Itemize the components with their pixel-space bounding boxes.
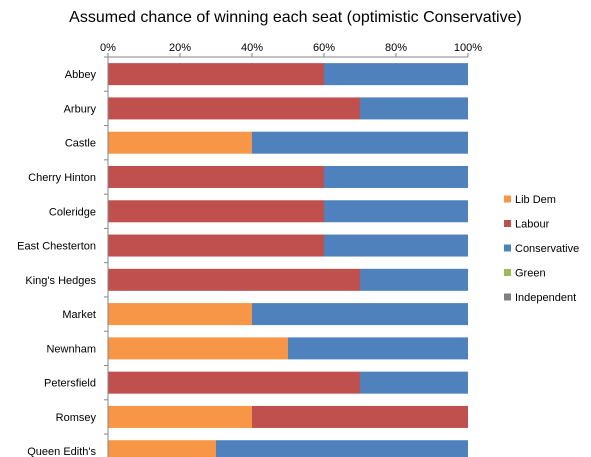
bar-segment-conservative: [324, 63, 468, 86]
bar-segment-conservative: [324, 234, 468, 257]
bar-segment-lib-dem: [108, 405, 252, 428]
bar-segment-labour: [108, 268, 360, 291]
bar-segment-labour: [108, 165, 324, 188]
x-tick-label: 100%: [454, 42, 482, 54]
legend-swatch: [504, 195, 511, 203]
x-tick-label: 60%: [313, 42, 335, 54]
bar-segment-conservative: [216, 440, 468, 457]
bar-segment-lib-dem: [108, 337, 288, 360]
bar-segment-labour: [108, 200, 324, 223]
bar-segment-labour: [108, 63, 324, 86]
legend-label: Independent: [515, 292, 576, 304]
chart-title: Assumed chance of winning each seat (opt…: [69, 9, 522, 26]
category-label: Queen Edith's: [27, 446, 96, 457]
bar-segment-conservative: [252, 303, 468, 326]
bar-segment-labour: [108, 371, 360, 394]
bar-segment-conservative: [324, 165, 468, 188]
x-tick-label: 0%: [100, 42, 116, 54]
category-label: Newnham: [46, 343, 96, 355]
x-tick-label: 40%: [241, 42, 263, 54]
category-label: Castle: [65, 138, 96, 150]
bar-segment-labour: [108, 97, 360, 120]
legend-label: Labour: [515, 219, 550, 231]
bar-segment-lib-dem: [108, 131, 252, 154]
bar-segment-labour: [252, 405, 468, 428]
category-label: Abbey: [65, 69, 97, 81]
category-label: Cherry Hinton: [28, 172, 96, 184]
category-label: King's Hedges: [25, 275, 96, 287]
bar-segment-labour: [108, 234, 324, 257]
category-label: East Chesterton: [17, 241, 96, 253]
category-label: Market: [62, 309, 96, 321]
legend-swatch: [504, 244, 511, 252]
bar-segment-conservative: [360, 97, 468, 120]
legend-swatch: [504, 220, 511, 227]
bar-segment-conservative: [252, 131, 468, 154]
legend-label: Green: [515, 268, 546, 280]
bar-segment-conservative: [360, 371, 468, 394]
bar-segment-lib-dem: [108, 303, 252, 326]
x-tick-label: 20%: [169, 42, 191, 54]
legend-label: Lib Dem: [515, 194, 556, 206]
legend-label: Conservative: [515, 243, 579, 255]
legend-swatch: [504, 269, 511, 276]
bar-segment-conservative: [360, 268, 468, 291]
category-label: Petersfield: [44, 378, 96, 390]
category-label: Romsey: [56, 412, 97, 424]
category-label: Coleridge: [49, 206, 96, 218]
category-label: Arbury: [64, 103, 97, 115]
legend-swatch: [504, 293, 511, 301]
bar-segment-conservative: [288, 337, 468, 360]
bar-segment-conservative: [324, 200, 468, 223]
x-tick-label: 80%: [385, 42, 407, 54]
bar-segment-lib-dem: [108, 440, 216, 457]
